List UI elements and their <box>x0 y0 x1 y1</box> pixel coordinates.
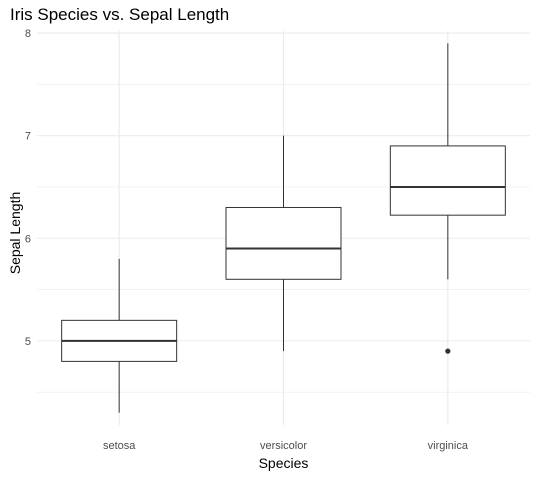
y-axis-title: Sepal Length <box>7 191 23 275</box>
x-axis-title: Species <box>258 455 309 471</box>
y-tick-label: 7 <box>25 131 31 143</box>
box-iqr <box>225 206 342 280</box>
x-tick-label: setosa <box>103 440 136 452</box>
x-tick-label: virginica <box>428 440 469 452</box>
y-tick-label: 8 <box>25 28 31 40</box>
box-iqr <box>389 145 506 216</box>
chart-title: Iris Species vs. Sepal Length <box>10 5 230 24</box>
x-tick-label: versicolor <box>260 440 307 452</box>
y-tick-label: 5 <box>25 336 31 348</box>
y-tick-label: 6 <box>25 233 31 245</box>
outlier-point <box>445 348 451 354</box>
